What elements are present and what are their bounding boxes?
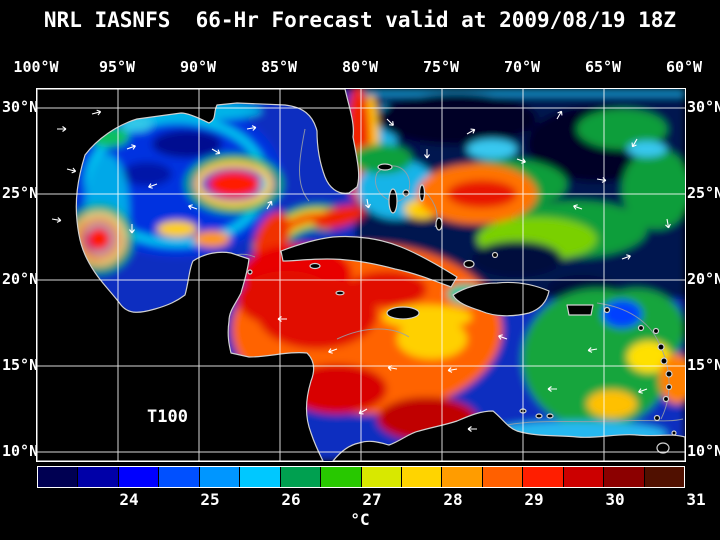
puerto-rico-island — [566, 304, 594, 316]
colorbar-unit: °C — [350, 510, 370, 529]
colorbar-tick: 24 — [119, 490, 139, 509]
lat-label: 15°N — [687, 356, 720, 374]
page-title: NRL IASNFS 66-Hr Forecast valid at 2009/… — [43, 8, 677, 32]
lon-label: 60°W — [665, 58, 703, 76]
jamaica-island — [386, 306, 420, 320]
colorbar-segment — [361, 467, 402, 487]
colorbar-segment — [523, 467, 564, 487]
lat-label: 25°N — [687, 184, 720, 202]
lat-label: 10°N — [687, 442, 720, 460]
longitude-axis: 100°W 95°W 90°W 85°W 80°W 75°W 70°W 65°W… — [0, 58, 720, 78]
map-field-svg — [37, 89, 685, 461]
colorbar-segment — [118, 467, 160, 487]
colorbar-tick: 30 — [605, 490, 625, 509]
lon-label: 75°W — [422, 58, 460, 76]
colorbar-segment — [38, 467, 79, 487]
lat-label: 30°N — [687, 98, 720, 116]
colorbar-tick: 28 — [443, 490, 463, 509]
colorbar-segment — [159, 467, 200, 487]
lat-label: 15°N — [2, 356, 39, 374]
lon-label: 65°W — [584, 58, 622, 76]
landmass — [37, 89, 685, 461]
grid-lines — [37, 89, 685, 461]
map-annotation: T100 — [147, 407, 188, 427]
lon-label: 90°W — [179, 58, 217, 76]
colorbar-segment — [321, 467, 362, 487]
colorbar-segment — [280, 467, 322, 487]
colorbar-segment — [442, 467, 483, 487]
lat-label: 25°N — [2, 184, 39, 202]
lon-label: 85°W — [260, 58, 298, 76]
colorbar-tick: 27 — [362, 490, 382, 509]
lat-label: 20°N — [2, 270, 39, 288]
colorbar-tick: 25 — [200, 490, 220, 509]
colorbar — [37, 466, 685, 488]
south-america-land — [332, 410, 685, 461]
trinidad-island — [656, 442, 670, 454]
north-america-land — [37, 89, 360, 461]
colorbar-tick: 29 — [524, 490, 544, 509]
colorbar-segment — [563, 467, 605, 487]
colorbar-segment — [78, 467, 119, 487]
hispaniola-island — [452, 281, 550, 317]
lat-label: 20°N — [687, 270, 720, 288]
colorbar-segment — [401, 467, 443, 487]
lon-label: 100°W — [13, 58, 59, 76]
lat-label: 30°N — [2, 98, 39, 116]
colorbar-tick: 31 — [686, 490, 706, 509]
colorbar-tick-labels: 24 25 26 27 28 29 30 31 — [36, 490, 705, 509]
cuba-island — [280, 235, 458, 288]
colorbar-segment — [240, 467, 281, 487]
lon-label: 70°W — [503, 58, 541, 76]
colorbar-segment — [199, 467, 241, 487]
colorbar-tick: 26 — [281, 490, 301, 509]
colorbar-segment — [644, 467, 684, 487]
lon-label: 80°W — [341, 58, 379, 76]
lon-label: 95°W — [98, 58, 136, 76]
lat-label: 10°N — [2, 442, 39, 460]
colorbar-segment — [482, 467, 524, 487]
map-area: T100 — [36, 88, 686, 462]
colorbar-segment — [604, 467, 645, 487]
